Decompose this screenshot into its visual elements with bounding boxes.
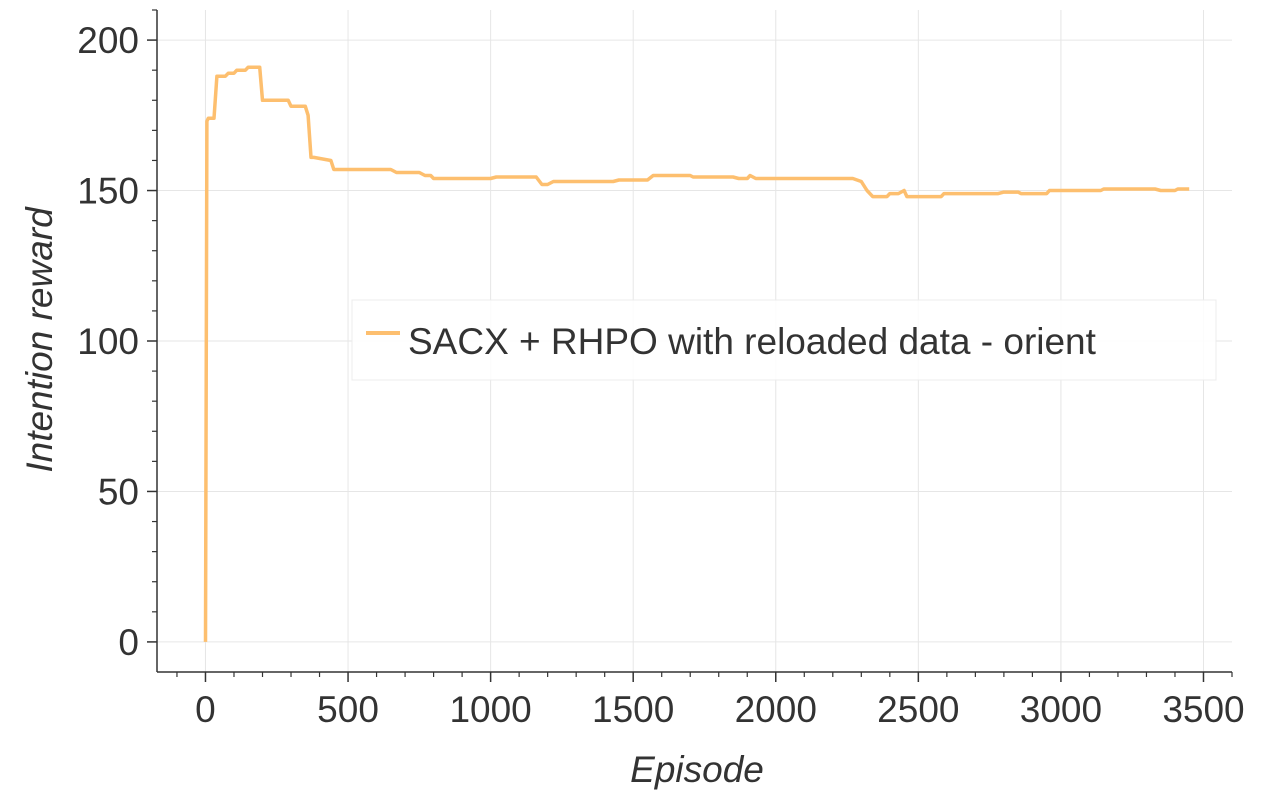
minor-ticks bbox=[152, 9, 1233, 677]
y-tick-label: 150 bbox=[77, 171, 139, 212]
y-tick-label: 100 bbox=[77, 321, 139, 362]
legend: SACX + RHPO with reloaded data - orient bbox=[351, 299, 1217, 381]
y-axis-label: Intention reward bbox=[19, 206, 60, 473]
x-tick-label: 3500 bbox=[1162, 689, 1244, 730]
legend-entry-label: SACX + RHPO with reloaded data - orient bbox=[408, 321, 1097, 362]
x-tick-label: 2000 bbox=[735, 689, 817, 730]
x-tick-label: 1000 bbox=[449, 689, 531, 730]
y-tick-label: 50 bbox=[98, 471, 139, 512]
x-tick-label: 1500 bbox=[592, 689, 674, 730]
x-tick-label: 3000 bbox=[1020, 689, 1102, 730]
x-tick-label: 0 bbox=[195, 689, 216, 730]
x-tick-label: 2500 bbox=[877, 689, 959, 730]
y-tick-label: 200 bbox=[77, 20, 139, 61]
series-line bbox=[203, 65, 1190, 642]
x-tick-label: 500 bbox=[317, 689, 379, 730]
axes bbox=[147, 10, 1232, 682]
x-axis-label: Episode bbox=[630, 749, 764, 790]
plot-series bbox=[203, 65, 1190, 642]
legend-box bbox=[351, 299, 1217, 381]
tick-labels: 0 500 1000 1500 2000 2500 3000 3500 0 50 100 150 200 bbox=[77, 20, 1244, 730]
y-tick-label: 0 bbox=[118, 622, 139, 663]
